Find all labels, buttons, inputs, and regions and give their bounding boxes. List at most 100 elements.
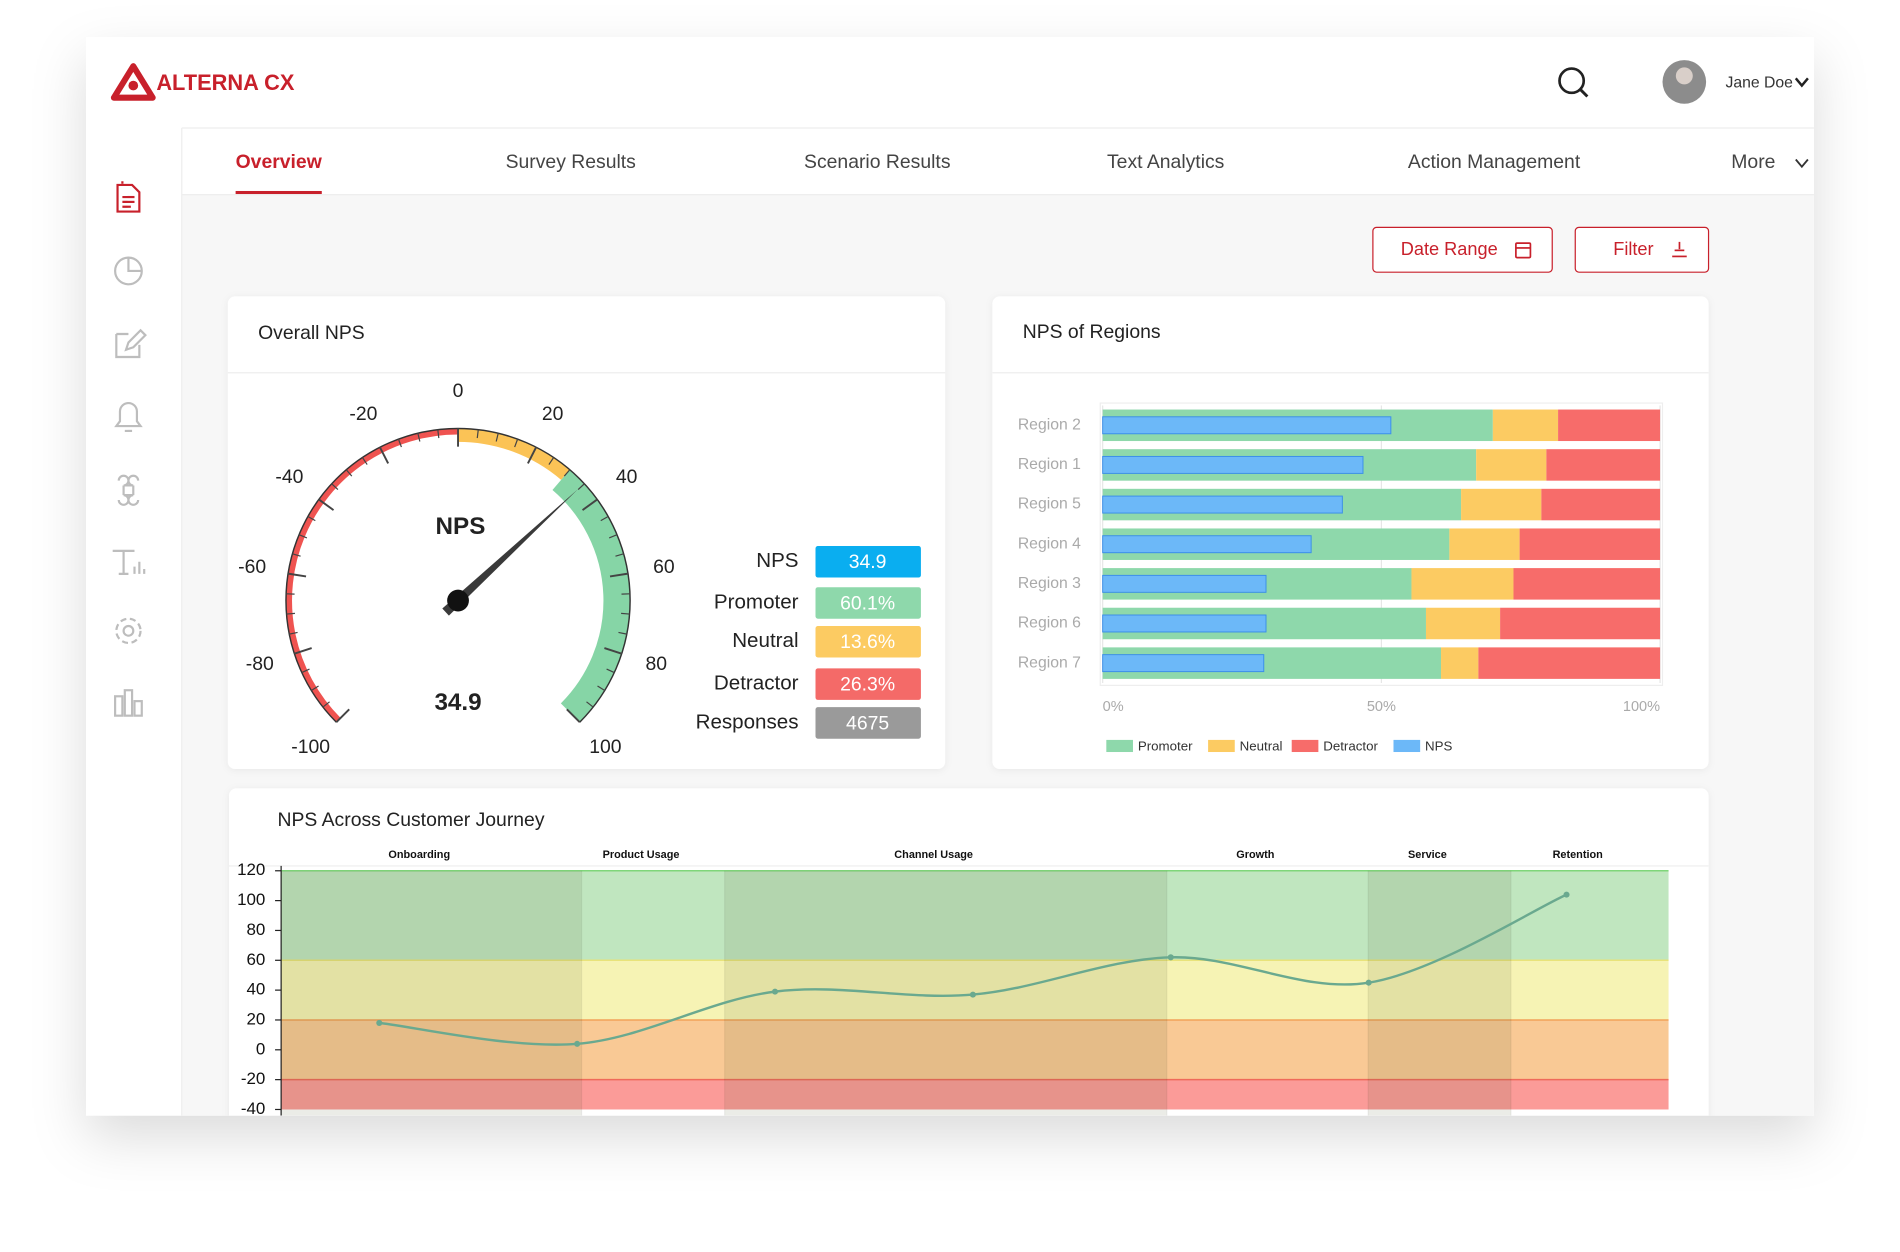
- legend-label: Detractor: [1323, 739, 1378, 754]
- nav-icon-analytics[interactable]: [114, 689, 143, 717]
- y-tick-label: -40: [241, 1099, 266, 1118]
- button-icons: [1515, 241, 1687, 259]
- gauge-tick-label: -100: [291, 736, 330, 758]
- card-title: Overall NPS: [258, 322, 365, 344]
- search-icon[interactable]: [1558, 67, 1589, 98]
- stat-value: 60.1%: [840, 592, 895, 614]
- date-range-button[interactable]: [1372, 226, 1553, 273]
- filter-button[interactable]: [1574, 226, 1710, 273]
- gauge-minor-tick: [606, 668, 615, 674]
- bar-segment: [1449, 528, 1520, 560]
- tab[interactable]: Survey Results: [506, 151, 636, 173]
- button-label[interactable]: Filter: [1613, 239, 1653, 259]
- gauge-minor-tick: [311, 685, 319, 691]
- stat-box: [815, 707, 921, 739]
- stage-shade: [1368, 870, 1512, 1116]
- journey-point: [574, 1040, 581, 1047]
- gauge-minor-tick: [615, 553, 624, 557]
- bar-overlay: [1102, 455, 1364, 474]
- gauge-minor-tick: [586, 701, 594, 708]
- y-tick-label: 80: [247, 920, 266, 939]
- y-tick-label: Region 4: [1018, 535, 1081, 552]
- y-tick-label: Region 7: [1018, 654, 1081, 671]
- logo-icon: [110, 63, 156, 101]
- nav-icon-alerts[interactable]: [114, 402, 143, 433]
- gauge-minor-tick: [597, 685, 606, 691]
- button-label[interactable]: Date Range: [1401, 239, 1498, 259]
- stat-label: Neutral: [732, 629, 798, 652]
- journey-point: [1365, 979, 1372, 986]
- legend-swatch: [1393, 739, 1421, 753]
- sidebar: [112, 181, 147, 717]
- y-tick-label: 100: [237, 890, 265, 909]
- legend-swatch: [1291, 739, 1319, 753]
- gauge-minor-tick: [331, 483, 339, 490]
- tab[interactable]: Action Management: [1408, 151, 1581, 173]
- bar-segment: [1541, 488, 1661, 521]
- zone-band: [281, 960, 1669, 1020]
- plot-frame: [1099, 402, 1664, 686]
- gauge-tick: [318, 498, 335, 511]
- tab[interactable]: Text Analytics: [1107, 151, 1224, 173]
- stat-label: NPS: [756, 549, 798, 572]
- gauge-tick-label: 40: [616, 466, 638, 488]
- gauge-needle: [442, 489, 578, 616]
- bar-segment: [1546, 449, 1661, 481]
- nav-icon-overview[interactable]: [116, 181, 141, 213]
- window-content: ALTERNA CX Jane Doe Date Range Filter: [110, 60, 1814, 1118]
- tab[interactable]: Overview: [236, 151, 323, 173]
- nav-icon-command[interactable]: [117, 474, 140, 506]
- journey-point: [771, 988, 779, 995]
- y-tick-label: 60: [247, 950, 266, 969]
- gauge-minor-tick: [548, 457, 555, 465]
- gauge-minor-tick: [437, 429, 440, 439]
- stage-label: Channel Usage: [894, 849, 973, 861]
- bar-overlay: [1102, 614, 1267, 633]
- gauge-tick: [335, 708, 350, 723]
- card-title: NPS Across Customer Journey: [277, 809, 544, 831]
- nav-icon-reports[interactable]: [114, 256, 143, 286]
- x-tick-label: 0%: [1103, 699, 1124, 715]
- nav-icon-settings[interactable]: [115, 617, 142, 645]
- tab[interactable]: Scenario Results: [804, 151, 950, 173]
- stage-shade: [281, 870, 582, 1116]
- logo[interactable]: ALTERNA CX: [110, 63, 295, 101]
- card: [227, 296, 946, 769]
- tab[interactable]: More: [1731, 151, 1775, 173]
- y-tick-label: -20: [241, 1069, 266, 1088]
- gauge-tick: [609, 572, 629, 578]
- bar-segment: [1478, 647, 1661, 679]
- gauge-minor-tick: [292, 553, 301, 557]
- bar-segment: [1492, 409, 1559, 442]
- gauge-tick: [604, 647, 622, 655]
- journey-point: [376, 1019, 383, 1026]
- gauge-value: 34.9: [434, 689, 481, 716]
- gauge-minor-tick: [345, 469, 353, 477]
- gauge-minor-tick: [301, 668, 310, 674]
- nav-icon-edit[interactable]: [115, 328, 147, 359]
- gauge-tick: [294, 647, 312, 655]
- journey-point: [1563, 891, 1570, 898]
- gauge-tick-label: -80: [246, 653, 274, 675]
- zone-band: [281, 1079, 1669, 1110]
- logo-dot: [128, 80, 139, 91]
- user-menu-chevron[interactable]: [1794, 77, 1809, 88]
- y-tick-label: Region 3: [1018, 575, 1081, 592]
- more-chevron[interactable]: [1795, 158, 1809, 169]
- legend-label: Neutral: [1240, 739, 1283, 754]
- nav-icon-text[interactable]: [112, 549, 146, 575]
- gauge-tick-label: -60: [238, 556, 266, 578]
- gauge-minor-tick: [608, 534, 618, 539]
- tab-underline: [235, 190, 322, 195]
- bar-segment: [1558, 409, 1661, 442]
- zone-band: [281, 1019, 1669, 1080]
- bar-segment: [1476, 449, 1547, 481]
- gauge-minor-tick: [286, 612, 296, 615]
- bar-segment: [1461, 488, 1542, 521]
- user-name[interactable]: Jane Doe: [1726, 74, 1794, 91]
- stat-box: [815, 668, 921, 700]
- gauge-tick-label: -40: [275, 466, 303, 488]
- gauge-tick-label: 20: [542, 403, 564, 425]
- gauge-tick: [527, 446, 538, 464]
